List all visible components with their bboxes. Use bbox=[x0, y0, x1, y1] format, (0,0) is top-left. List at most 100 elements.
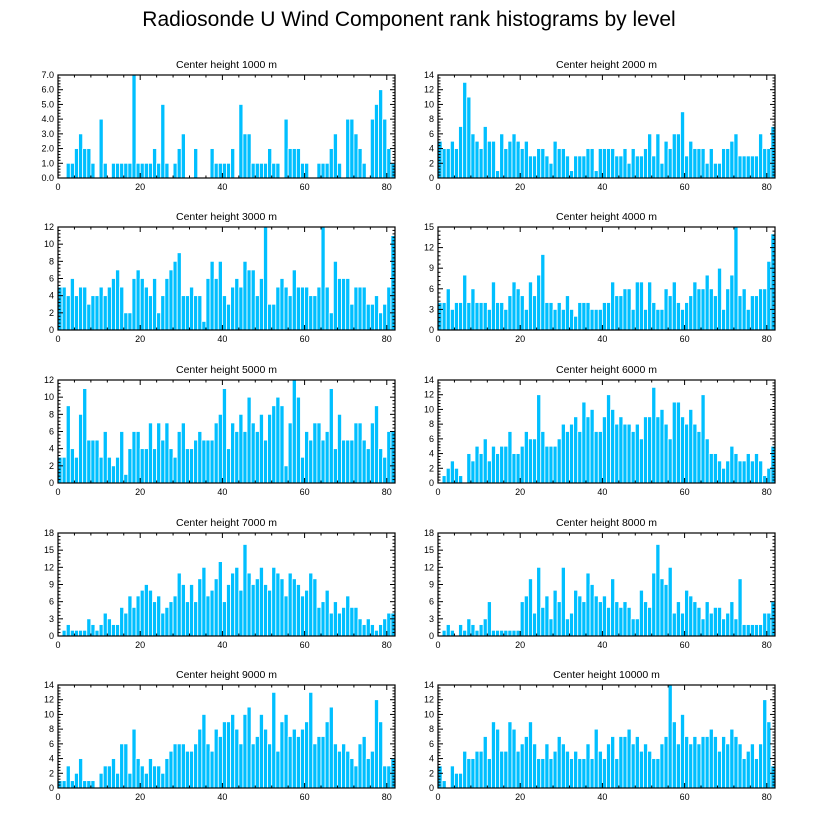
bar-13 bbox=[491, 721, 496, 789]
bar-11 bbox=[102, 431, 108, 484]
bar-48 bbox=[254, 295, 260, 331]
y-tick-label: 6 bbox=[429, 434, 434, 444]
bar-53 bbox=[655, 544, 661, 637]
bar-39 bbox=[597, 308, 603, 331]
panel-center-height-5000-m: Center height 5000 m 0 20 40 60 80 0 2 4 6 8 10 12 bbox=[44, 364, 396, 497]
bar-43 bbox=[614, 155, 620, 179]
bar-40 bbox=[601, 302, 607, 331]
bar-73 bbox=[737, 295, 743, 331]
bar-50 bbox=[643, 743, 648, 789]
bar-75 bbox=[745, 453, 751, 484]
bar-42 bbox=[230, 422, 236, 484]
bar-33 bbox=[193, 148, 199, 179]
bar-66 bbox=[708, 148, 714, 179]
bar-37 bbox=[589, 148, 595, 179]
bar-60 bbox=[304, 162, 310, 179]
bar-38 bbox=[213, 728, 219, 789]
bar-54 bbox=[279, 405, 285, 484]
bar-11 bbox=[482, 126, 488, 179]
bar-48 bbox=[254, 578, 260, 637]
x-tick-label: 0 bbox=[435, 334, 440, 344]
panel-center-height-4000-m: Center height 4000 m 0 20 40 60 80 0 3 6 9 12 15 bbox=[424, 211, 776, 344]
y-tick-label: 2 bbox=[49, 308, 54, 318]
bar-30 bbox=[560, 423, 566, 484]
y-tick-label: 0 bbox=[49, 325, 54, 335]
bar-15 bbox=[499, 750, 505, 789]
bar-4 bbox=[74, 772, 79, 789]
bar-34 bbox=[197, 728, 203, 789]
y-tick-label: 14 bbox=[424, 70, 434, 80]
bar-66 bbox=[328, 312, 334, 331]
bar-80 bbox=[386, 431, 392, 484]
bar-76 bbox=[749, 155, 755, 179]
bar-38 bbox=[593, 308, 599, 331]
bar-45 bbox=[242, 431, 248, 484]
bar-52 bbox=[651, 386, 657, 484]
bar-26 bbox=[544, 302, 550, 331]
bar-51 bbox=[647, 281, 653, 331]
bar-49 bbox=[258, 413, 264, 484]
bar-47 bbox=[250, 584, 256, 637]
y-tick-label: 2 bbox=[49, 768, 54, 778]
bar-30 bbox=[180, 295, 186, 331]
bar-37 bbox=[209, 260, 215, 331]
bar-19 bbox=[135, 595, 141, 637]
bar-26 bbox=[164, 162, 170, 179]
x-tick-label: 40 bbox=[217, 334, 227, 344]
bar-24 bbox=[156, 422, 162, 484]
bar-27 bbox=[548, 445, 554, 484]
bar-11 bbox=[102, 295, 108, 331]
bar-34 bbox=[577, 431, 583, 484]
panel-title: Center height 3000 m bbox=[176, 211, 277, 223]
bar-13 bbox=[491, 281, 496, 331]
bar-33 bbox=[573, 155, 579, 179]
bar-24 bbox=[156, 595, 162, 637]
bar-41 bbox=[226, 303, 232, 331]
bar-2 bbox=[445, 624, 451, 637]
bar-69 bbox=[721, 618, 727, 637]
bar-58 bbox=[295, 584, 301, 637]
bar-50 bbox=[263, 584, 268, 637]
bar-18 bbox=[511, 453, 517, 484]
bar-72 bbox=[353, 765, 359, 789]
bar-7 bbox=[466, 302, 472, 331]
bar-7 bbox=[86, 618, 92, 637]
bar-65 bbox=[704, 601, 710, 637]
figure-title: Radiosonde U Wind Component rank histogr… bbox=[142, 8, 676, 31]
bar-58 bbox=[295, 286, 301, 331]
bar-15 bbox=[119, 431, 125, 484]
bar-75 bbox=[745, 624, 751, 637]
bar-54 bbox=[659, 162, 665, 179]
bar-1 bbox=[61, 629, 67, 637]
bar-78 bbox=[378, 312, 384, 331]
bar-16 bbox=[503, 148, 509, 179]
y-tick-label: 12 bbox=[44, 695, 54, 705]
bar-1 bbox=[441, 302, 447, 331]
bar-41 bbox=[226, 162, 232, 179]
bar-64 bbox=[320, 439, 326, 484]
bar-28 bbox=[552, 589, 558, 637]
bar-33 bbox=[193, 743, 199, 789]
bar-66 bbox=[708, 612, 714, 637]
bar-10 bbox=[478, 750, 484, 789]
bar-11 bbox=[102, 612, 108, 637]
bar-68 bbox=[717, 606, 722, 637]
y-tick-label: 3 bbox=[49, 614, 54, 624]
bar-81 bbox=[770, 233, 776, 331]
bar-35 bbox=[201, 566, 207, 637]
y-tick-label: 2 bbox=[429, 768, 434, 778]
bar-10 bbox=[478, 148, 484, 179]
bar-46 bbox=[246, 133, 252, 179]
bar-15 bbox=[119, 162, 125, 179]
bar-35 bbox=[581, 401, 587, 484]
bar-44 bbox=[618, 606, 624, 637]
x-tick-label: 80 bbox=[762, 334, 772, 344]
bar-79 bbox=[762, 148, 768, 179]
bar-33 bbox=[193, 601, 199, 637]
bar-65 bbox=[324, 589, 330, 637]
plot-frame bbox=[437, 379, 776, 484]
x-tick-label: 60 bbox=[300, 792, 310, 802]
bar-11 bbox=[482, 302, 488, 331]
bar-66 bbox=[328, 388, 334, 484]
bar-67 bbox=[332, 743, 338, 789]
